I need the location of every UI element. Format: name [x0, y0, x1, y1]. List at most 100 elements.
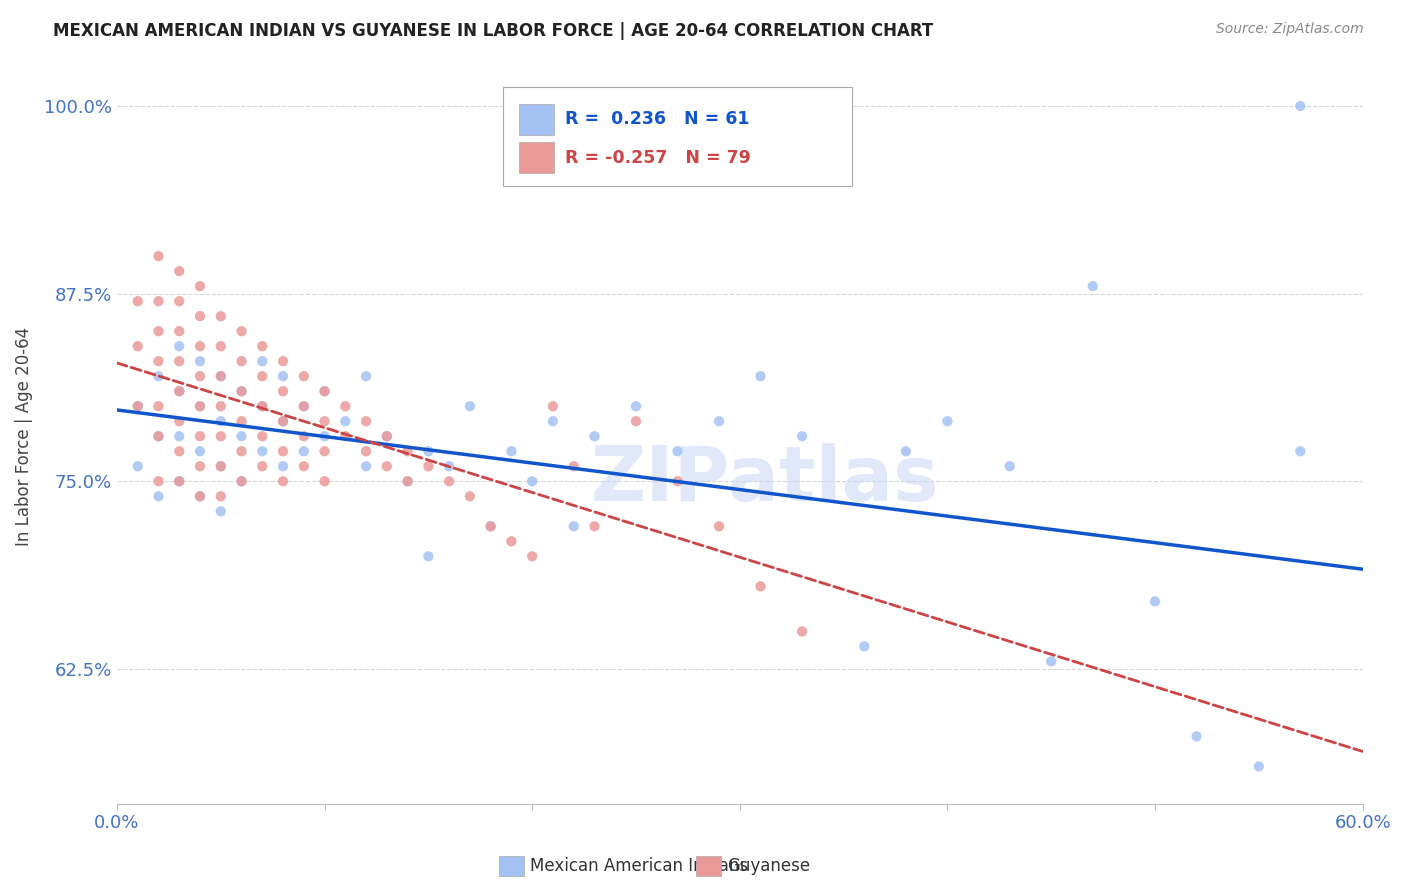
- Point: [167, 475, 190, 489]
- Point: [231, 354, 253, 368]
- Point: [522, 549, 544, 564]
- Point: [1143, 594, 1166, 608]
- Point: [209, 459, 232, 474]
- Point: [127, 399, 149, 413]
- Point: [127, 339, 149, 353]
- Point: [167, 324, 190, 338]
- Point: [314, 384, 336, 399]
- Point: [209, 369, 232, 384]
- Point: [292, 444, 315, 458]
- Point: [583, 429, 606, 443]
- Point: [231, 384, 253, 399]
- Point: [148, 429, 170, 443]
- Point: [1185, 730, 1208, 744]
- Point: [271, 384, 294, 399]
- Point: [396, 475, 419, 489]
- Text: R = -0.257   N = 79: R = -0.257 N = 79: [565, 148, 751, 167]
- Point: [666, 475, 689, 489]
- Point: [271, 369, 294, 384]
- Point: [396, 475, 419, 489]
- Point: [375, 459, 398, 474]
- Point: [624, 399, 647, 413]
- Point: [501, 534, 523, 549]
- Point: [188, 459, 211, 474]
- Point: [292, 399, 315, 413]
- Point: [148, 324, 170, 338]
- Point: [1040, 654, 1063, 668]
- Point: [458, 399, 481, 413]
- Point: [562, 519, 585, 533]
- Point: [894, 444, 917, 458]
- Point: [583, 519, 606, 533]
- Point: [624, 414, 647, 428]
- Point: [252, 339, 274, 353]
- Point: [292, 429, 315, 443]
- Point: [314, 475, 336, 489]
- Point: [167, 384, 190, 399]
- Point: [148, 369, 170, 384]
- Point: [252, 369, 274, 384]
- Point: [271, 475, 294, 489]
- Point: [148, 249, 170, 263]
- Point: [335, 414, 357, 428]
- Point: [292, 399, 315, 413]
- Point: [418, 444, 440, 458]
- Point: [188, 489, 211, 503]
- Point: [541, 414, 564, 428]
- Point: [479, 519, 502, 533]
- Text: ZIPatlas: ZIPatlas: [591, 443, 939, 517]
- Point: [354, 459, 377, 474]
- Y-axis label: In Labor Force | Age 20-64: In Labor Force | Age 20-64: [15, 326, 32, 546]
- Point: [209, 339, 232, 353]
- Point: [562, 459, 585, 474]
- Point: [127, 459, 149, 474]
- Point: [167, 354, 190, 368]
- Point: [271, 414, 294, 428]
- Text: Guyanese: Guyanese: [727, 857, 810, 875]
- Point: [271, 444, 294, 458]
- Point: [1289, 99, 1312, 113]
- Point: [292, 459, 315, 474]
- Point: [188, 444, 211, 458]
- Point: [188, 339, 211, 353]
- Point: [167, 294, 190, 309]
- Point: [231, 475, 253, 489]
- Point: [335, 429, 357, 443]
- Point: [148, 399, 170, 413]
- Point: [209, 414, 232, 428]
- Bar: [519, 103, 554, 135]
- Point: [167, 339, 190, 353]
- Point: [209, 369, 232, 384]
- Point: [314, 414, 336, 428]
- Point: [998, 459, 1021, 474]
- Point: [1289, 444, 1312, 458]
- Point: [314, 444, 336, 458]
- Point: [188, 354, 211, 368]
- Point: [271, 354, 294, 368]
- Point: [749, 369, 772, 384]
- Point: [148, 489, 170, 503]
- Point: [231, 414, 253, 428]
- Point: [1247, 759, 1270, 773]
- Point: [148, 354, 170, 368]
- Point: [396, 444, 419, 458]
- Point: [188, 429, 211, 443]
- Point: [167, 475, 190, 489]
- Point: [127, 399, 149, 413]
- Point: [209, 459, 232, 474]
- Point: [271, 414, 294, 428]
- Point: [354, 369, 377, 384]
- Point: [209, 504, 232, 518]
- Point: [541, 399, 564, 413]
- Point: [790, 429, 813, 443]
- Point: [148, 475, 170, 489]
- Point: [167, 429, 190, 443]
- Point: [231, 475, 253, 489]
- Point: [522, 475, 544, 489]
- Point: [418, 459, 440, 474]
- FancyBboxPatch shape: [503, 87, 852, 186]
- Point: [148, 429, 170, 443]
- Point: [314, 384, 336, 399]
- Point: [209, 489, 232, 503]
- Point: [188, 369, 211, 384]
